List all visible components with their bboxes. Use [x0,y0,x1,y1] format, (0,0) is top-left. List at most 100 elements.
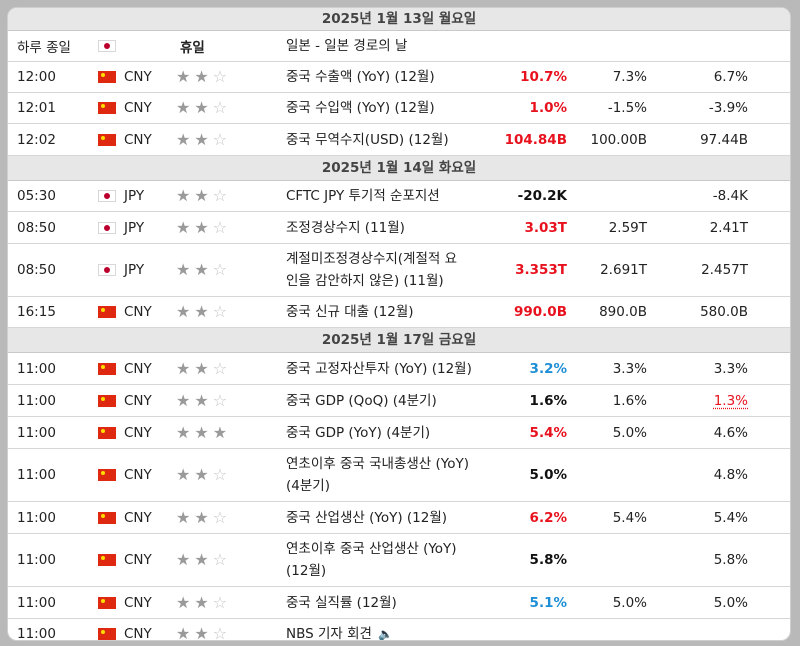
event-time: 11:00 [17,552,56,568]
cn-flag-icon [98,449,118,501]
event-name-text: NBS 기자 회견 [286,626,372,641]
cn-flag-icon [98,62,118,92]
event-time: 11:00 [17,626,56,641]
event-name[interactable]: 중국 GDP (YoY) (4분기) [286,424,431,441]
actual-value: 5.4% [529,424,567,441]
importance-stars: ★ ★ ☆ [176,93,276,123]
previous-value-revised[interactable]: 1.3% [713,392,748,409]
event-name[interactable]: NBS 기자 회견 🔈 [286,619,501,641]
star-filled-icon: ★ [194,217,209,237]
event-row[interactable]: 12:02 CNY ★ ★ ☆ 중국 무역수지(USD) (12월) 104.84B… [8,124,790,156]
forecast-value [568,534,647,586]
event-row[interactable]: 11:00 CNY ★ ★ ☆ 연초이후 중국 산업생산 (YoY) (12월) 5… [8,534,790,587]
event-row[interactable]: 11:00 CNY ★ ★ ☆ NBS 기자 회견 🔈 [8,619,790,641]
star-filled-icon: ★ [194,260,209,279]
event-row[interactable]: 11:00 CNY ★ ★ ★ 중국 GDP (YoY) (4분기) 5.4% 5.… [8,417,790,449]
date-header: 2025년 1월 17일 금요일 [8,328,790,353]
currency-code: CNY [124,360,152,377]
event-name[interactable]: 연초이후 중국 산업생산 (YoY) (12월) [286,534,501,586]
previous-value: 5.8% [713,552,748,568]
star-filled-icon: ★ [194,98,209,117]
event-row[interactable]: 11:00 CNY ★ ★ ☆ 중국 고정자산투자 (YoY) (12월) 3.2%… [8,353,790,385]
actual-value: 990.0B [514,304,567,320]
previous-value: 4.8% [713,467,748,483]
event-name[interactable]: 중국 수출액 (YoY) (12월) [286,69,435,85]
event-name-line: 연초이후 중국 산업생산 (YoY) [286,541,457,557]
event-name[interactable]: 조정경상수지 (11월) [286,219,405,236]
star-empty-icon: ☆ [212,217,228,237]
star-filled-icon: ★ [194,550,209,569]
event-row[interactable]: 11:00 CNY ★ ★ ☆ 중국 실직률 (12월) 5.1% 5.0% 5.0… [8,587,790,619]
previous-value: -8.4K [712,188,748,204]
cn-flag-icon [98,385,118,416]
event-name[interactable]: 중국 신규 대출 (12월) [286,304,414,320]
event-row[interactable]: 11:00 CNY ★ ★ ☆ 중국 GDP (QoQ) (4분기) 1.6% 1.… [8,385,790,417]
cn-flag-icon [98,353,118,384]
forecast-value [568,181,647,211]
event-name[interactable]: 중국 산업생산 (YoY) (12월) [286,509,448,526]
event-time: 08:50 [17,219,56,236]
currency-code: JPY [124,262,145,278]
event-name-line: 인을 감안하지 않은) (11월) [286,273,444,289]
holiday-type: 휴일 [180,40,205,56]
actual-value: 104.84B [504,131,567,148]
star-empty-icon: ☆ [212,465,228,484]
actual-value: 3.03T [524,219,567,236]
star-filled-icon: ★ [212,422,228,442]
star-empty-icon: ☆ [212,186,228,205]
star-empty-icon: ☆ [212,390,228,410]
event-row[interactable]: 08:50 JPY ★ ★ ☆ 계절미조정경상수지(계절적 요 인을 감안하지 않은… [8,244,790,297]
currency-code: CNY [124,131,152,148]
actual-value: 5.0% [529,467,567,483]
importance-stars: ★ ★ ☆ [176,449,276,501]
importance-stars: ★ ★ ☆ [176,244,276,296]
importance-stars: ★ ★ ☆ [176,385,276,416]
star-empty-icon: ☆ [212,302,228,321]
jp-flag-icon [98,31,118,61]
event-name[interactable]: 중국 실직률 (12월) [286,594,397,611]
forecast-value: 5.0% [612,424,647,441]
event-name[interactable]: 계절미조정경상수지(계절적 요 인을 감안하지 않은) (11월) [286,244,501,296]
actual-value: 1.6% [529,392,567,409]
star-filled-icon: ★ [194,465,209,484]
importance-stars: ★ ★ ☆ [176,353,276,384]
star-filled-icon: ★ [194,358,209,378]
event-row[interactable]: 05:30 JPY ★ ★ ☆ CFTC JPY 투기적 순포지션 -20.2K -… [8,181,790,212]
event-row[interactable]: 11:00 CNY ★ ★ ☆ 중국 산업생산 (YoY) (12월) 6.2% 5… [8,502,790,534]
event-name-line: (12월) [286,563,327,579]
event-name[interactable]: 중국 무역수지(USD) (12월) [286,131,449,148]
event-name[interactable]: 중국 GDP (QoQ) (4분기) [286,392,437,409]
star-filled-icon: ★ [176,550,191,569]
actual-value: 10.7% [520,69,567,85]
star-filled-icon: ★ [176,302,191,321]
star-empty-icon: ☆ [212,507,228,527]
currency-code: CNY [124,626,152,641]
event-time: 08:50 [17,262,56,278]
holiday-event[interactable]: 일본 - 일본 경로의 날 [286,38,408,54]
star-filled-icon: ★ [176,260,191,279]
event-time: 12:02 [17,131,56,148]
speaker-icon[interactable]: 🔈 [377,627,393,641]
previous-value: 5.4% [713,509,748,526]
event-row[interactable]: 12:01 CNY ★ ★ ☆ 중국 수입액 (YoY) (12월) 1.0% -1… [8,93,790,124]
event-row[interactable]: 12:00 CNY ★ ★ ☆ 중국 수출액 (YoY) (12월) 10.7% 7… [8,62,790,93]
star-filled-icon: ★ [176,98,191,117]
event-time: 11:00 [17,424,56,441]
event-name[interactable]: 연초이후 중국 국내총생산 (YoY) (4분기) [286,449,501,501]
star-filled-icon: ★ [176,592,191,612]
forecast-value: 3.3% [612,360,647,377]
importance-stars: ★ ★ ☆ [176,502,276,533]
holiday-row[interactable]: 하루 종일 휴일 일본 - 일본 경로의 날 [8,31,790,62]
event-row[interactable]: 16:15 CNY ★ ★ ☆ 중국 신규 대출 (12월) 990.0B 890.… [8,297,790,328]
event-name[interactable]: 중국 수입액 (YoY) (12월) [286,100,435,116]
star-filled-icon: ★ [176,129,191,149]
previous-value: 580.0B [700,304,748,320]
importance-stars: ★ ★ ☆ [176,534,276,586]
cn-flag-icon [98,587,118,618]
event-row[interactable]: 08:50 JPY ★ ★ ☆ 조정경상수지 (11월) 3.03T 2.59T 2… [8,212,790,244]
forecast-value: -1.5% [607,100,647,116]
star-filled-icon: ★ [176,358,191,378]
event-name[interactable]: CFTC JPY 투기적 순포지션 [286,188,440,204]
event-name[interactable]: 중국 고정자산투자 (YoY) (12월) [286,360,472,377]
event-row[interactable]: 11:00 CNY ★ ★ ☆ 연초이후 중국 국내총생산 (YoY) (4분기) … [8,449,790,502]
